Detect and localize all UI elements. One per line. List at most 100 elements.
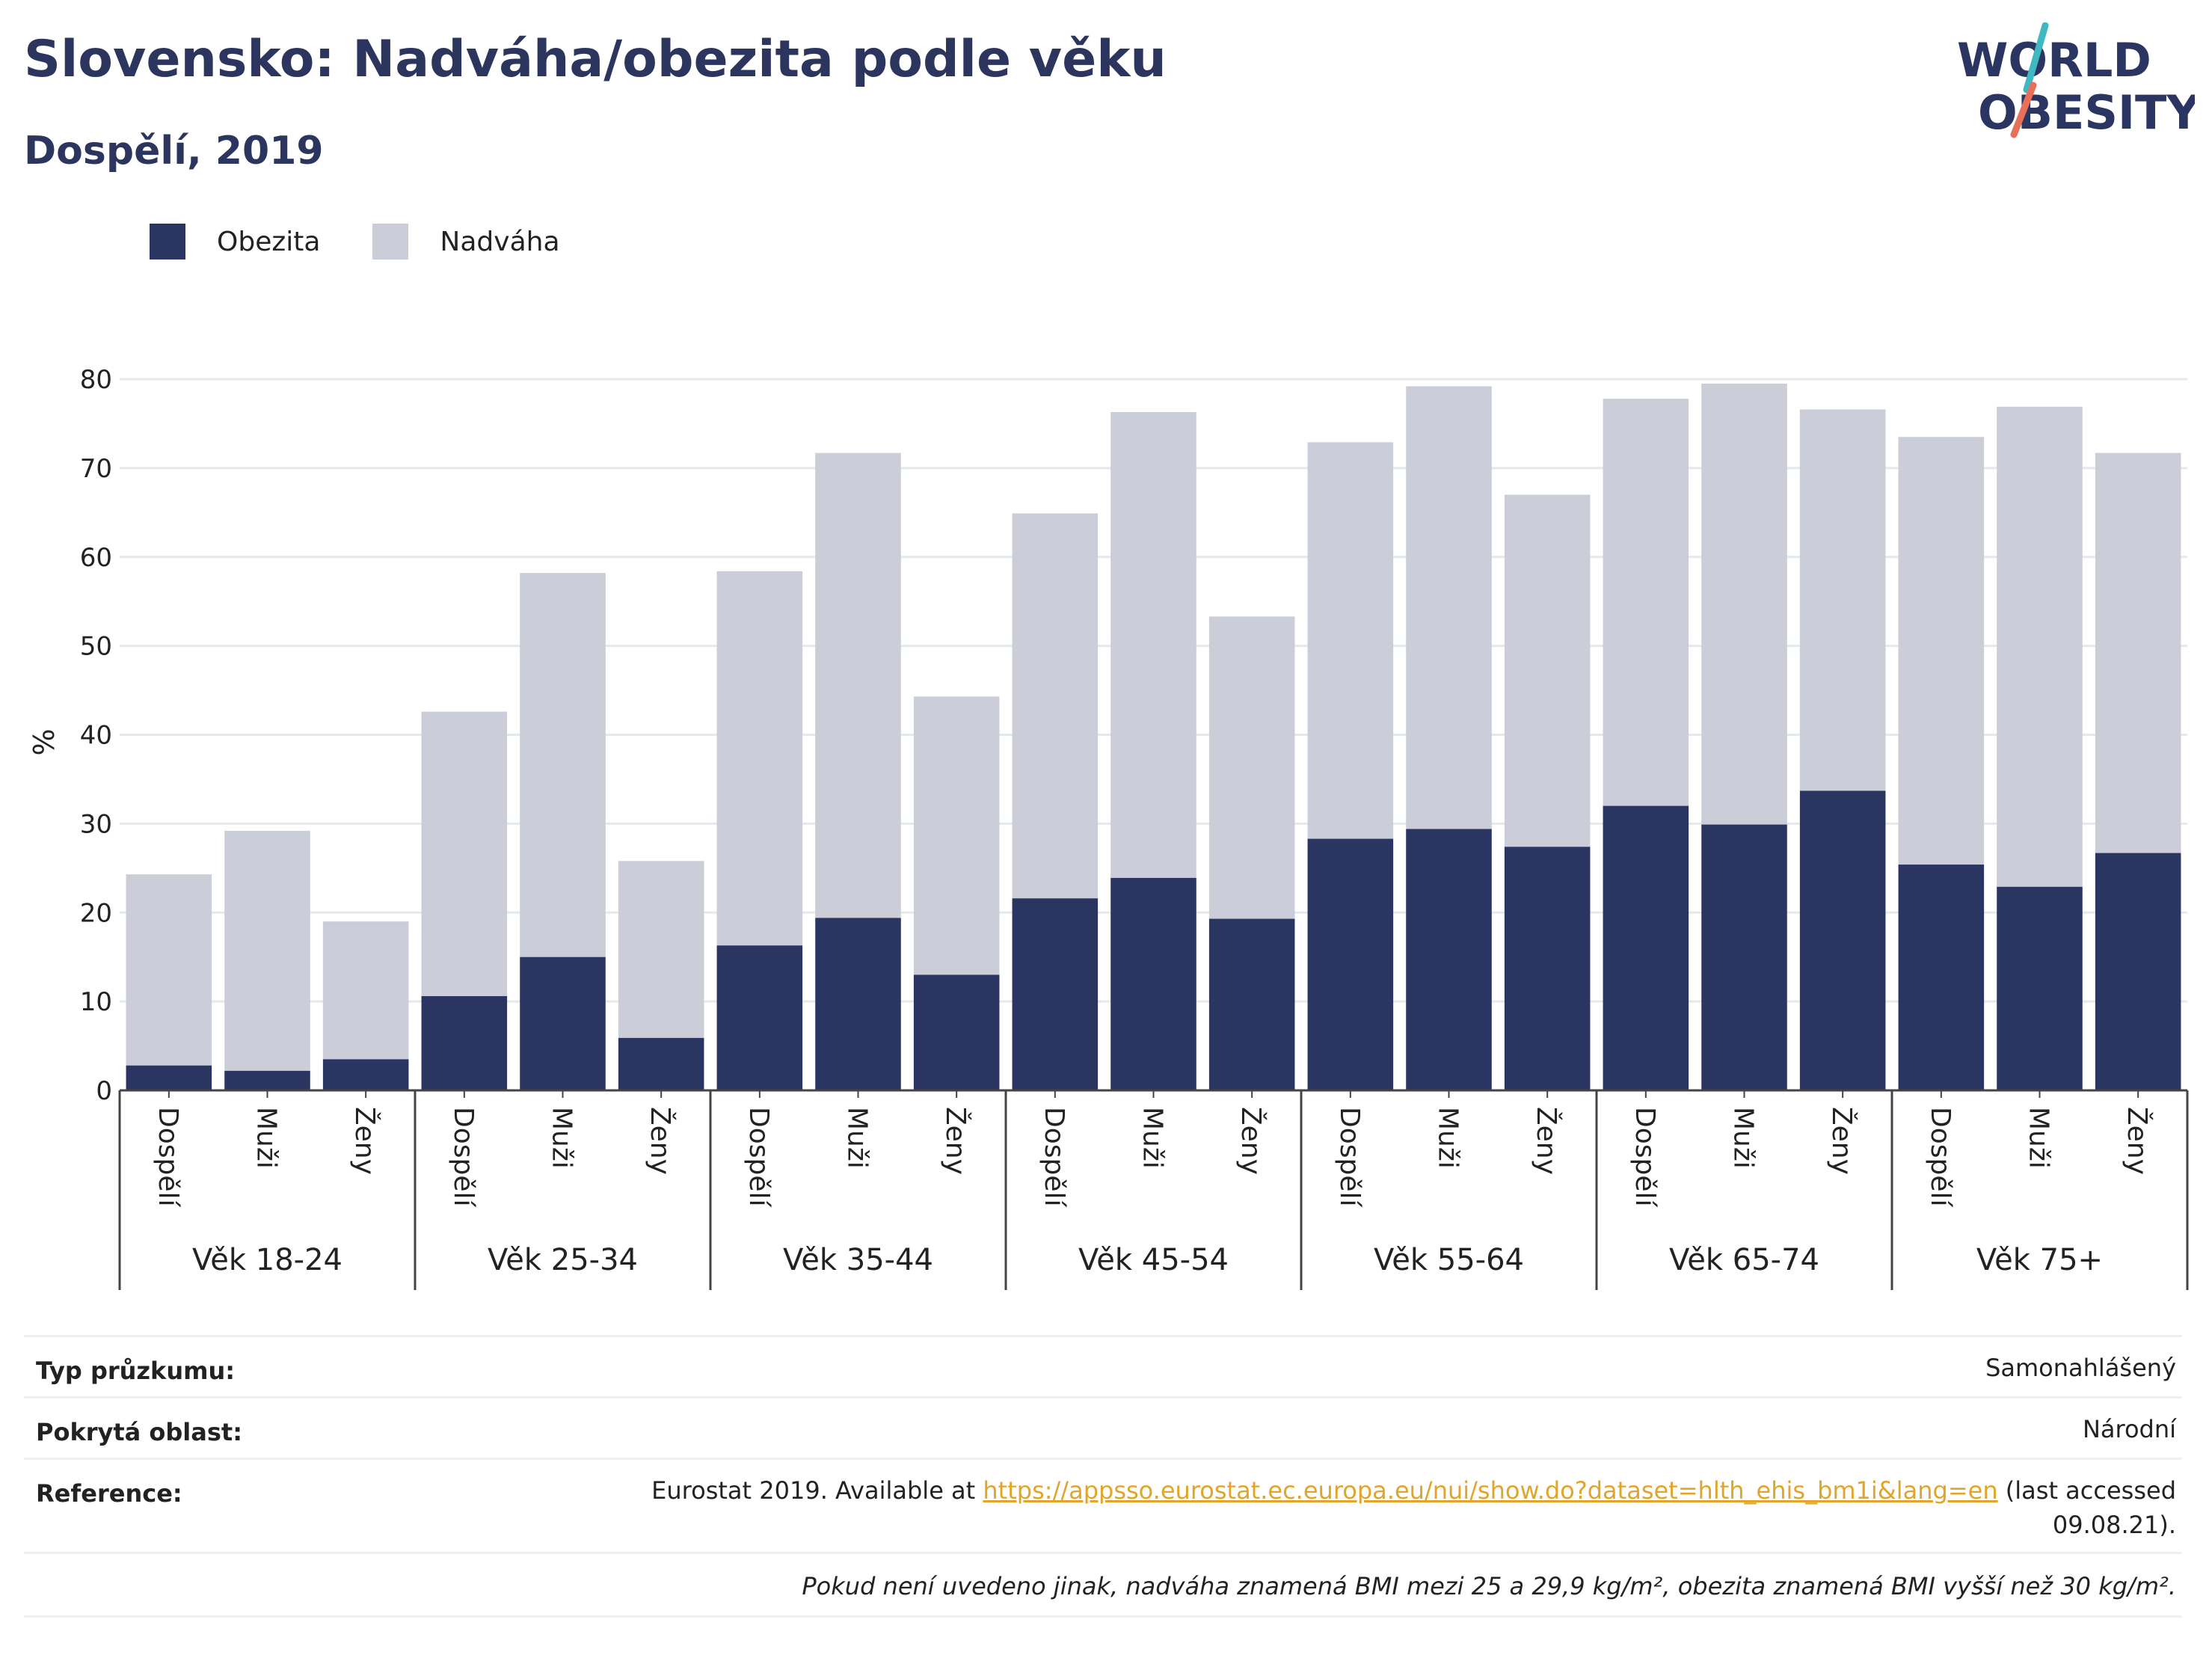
coverage-label: Pokrytá oblast: xyxy=(36,1418,242,1446)
x-subcategory-label: Ženy xyxy=(1531,1107,1562,1175)
y-tick-label: 70 xyxy=(80,454,112,484)
info-row-note: Pokud není uvedeno jinak, nadváha znamen… xyxy=(24,1552,2182,1618)
bar-obezita xyxy=(1012,898,1099,1090)
bar-nadvaha xyxy=(126,874,212,1066)
x-subcategory-label: Dospělí xyxy=(1334,1107,1365,1208)
bar-chart: 0 10 20 30 40 50 60 70 80% Dospělí Muži Ženy Dospělí… xyxy=(28,365,2189,1290)
bar-nadvaha xyxy=(618,861,704,1038)
x-subcategory-label: Muži xyxy=(1728,1107,1759,1169)
bar-nadvaha xyxy=(716,571,803,946)
x-subcategory-label: Ženy xyxy=(1826,1107,1858,1175)
bar-obezita xyxy=(815,918,901,1090)
y-tick-label: 50 xyxy=(80,632,112,662)
x-subcategory-label: Ženy xyxy=(1235,1107,1267,1175)
bar-obezita xyxy=(716,945,803,1090)
survey-type-value: Samonahlášený xyxy=(1985,1354,2176,1382)
x-subcategory-label: Dospělí xyxy=(743,1107,774,1208)
y-tick-label: 0 xyxy=(96,1076,112,1106)
bar-obezita xyxy=(913,974,1000,1090)
bar-obezita xyxy=(1208,918,1295,1090)
x-subcategory-label: Dospělí xyxy=(153,1107,183,1208)
reference-line2: 09.08.21). xyxy=(2052,1511,2176,1539)
bar-nadvaha xyxy=(1799,409,1886,791)
y-tick-label: 30 xyxy=(80,809,112,839)
x-group-label: Věk 45-54 xyxy=(1078,1243,1229,1277)
reference-suffix: (last accessed xyxy=(1997,1476,2176,1505)
info-row-survey-type: Typ průzkumu: Samonahlášený xyxy=(24,1335,2182,1398)
y-axis-label: % xyxy=(28,728,61,755)
x-subcategory-label: Muži xyxy=(2024,1107,2054,1169)
reference-value: Eurostat 2019. Available at https://apps… xyxy=(651,1473,2176,1542)
y-tick-label: 80 xyxy=(80,365,112,395)
bar-obezita xyxy=(322,1059,409,1090)
x-subcategory-label: Dospělí xyxy=(1629,1107,1660,1208)
x-group-label: Věk 25-34 xyxy=(488,1243,638,1277)
svg-text:WORLD: WORLD xyxy=(1957,33,2151,87)
x-subcategory-label: Ženy xyxy=(2122,1107,2153,1175)
survey-type-label: Typ průzkumu: xyxy=(36,1357,236,1385)
x-subcategory-label: Ženy xyxy=(645,1107,676,1175)
reference-link[interactable]: https://appsso.eurostat.ec.europa.eu/nui… xyxy=(983,1476,1998,1505)
x-group-label: Věk 55-64 xyxy=(1374,1243,1524,1277)
bar-nadvaha xyxy=(1012,513,1099,899)
bar-nadvaha xyxy=(1898,437,1985,865)
bar-nadvaha xyxy=(1307,442,1394,839)
info-row-reference: Reference: Eurostat 2019. Available at h… xyxy=(24,1458,2182,1554)
page-title: Slovensko: Nadváha/obezita podle věku xyxy=(24,30,1167,89)
x-group-label: Věk 18-24 xyxy=(192,1243,342,1277)
bar-nadvaha xyxy=(224,830,310,1071)
y-tick-label: 20 xyxy=(80,898,112,928)
x-group-label: Věk 75+ xyxy=(1976,1243,2103,1277)
info-row-coverage: Pokrytá oblast: Národní xyxy=(24,1396,2182,1460)
x-subcategory-label: Ženy xyxy=(940,1107,971,1175)
bar-obezita xyxy=(421,995,508,1090)
bar-nadvaha xyxy=(1504,494,1591,847)
bar-nadvaha xyxy=(913,696,1000,975)
svg-text:OBESITY: OBESITY xyxy=(1978,85,2195,140)
x-subcategory-label: Dospělí xyxy=(1039,1107,1069,1208)
bar-obezita xyxy=(1799,790,1886,1090)
bar-nadvaha xyxy=(520,573,606,957)
y-tick-label: 40 xyxy=(80,721,112,751)
y-tick-label: 10 xyxy=(80,987,112,1017)
page-subtitle: Dospělí, 2019 xyxy=(24,129,324,174)
x-subcategory-label: Ženy xyxy=(349,1107,381,1175)
x-subcategory-label: Muži xyxy=(547,1107,577,1169)
x-subcategory-label: Muži xyxy=(842,1107,873,1169)
legend-swatch-nadvaha xyxy=(372,224,409,260)
y-tick-label: 60 xyxy=(80,543,112,573)
x-subcategory-label: Muži xyxy=(251,1107,282,1169)
bar-obezita xyxy=(2095,853,2181,1090)
bar-nadvaha xyxy=(421,711,508,996)
x-subcategory-label: Muži xyxy=(1433,1107,1463,1169)
world-obesity-logo: WORLD OBESITY xyxy=(1957,22,2195,140)
bar-nadvaha xyxy=(1406,386,1492,829)
bar-obezita xyxy=(520,957,606,1090)
reference-label: Reference: xyxy=(36,1479,182,1508)
bar-obezita xyxy=(1701,824,1787,1090)
definition-note: Pokud není uvedeno jinak, nadváha znamen… xyxy=(802,1572,2176,1600)
bar-obezita xyxy=(224,1070,310,1090)
legend-swatch-obezita xyxy=(150,224,185,260)
bar-obezita xyxy=(126,1065,212,1090)
bar-nadvaha xyxy=(1997,406,2083,887)
legend: Obezita Nadváha xyxy=(150,221,612,262)
legend-label-nadvaha: Nadváha xyxy=(440,226,560,257)
bar-obezita xyxy=(1997,886,2083,1090)
bar-obezita xyxy=(1406,829,1492,1090)
x-subcategory-label: Dospělí xyxy=(1925,1107,1956,1208)
bar-nadvaha xyxy=(2095,452,2181,853)
x-group-label: Věk 35-44 xyxy=(783,1243,933,1277)
x-subcategory-label: Muži xyxy=(1137,1107,1168,1169)
bar-nadvaha xyxy=(1208,616,1295,919)
x-group-label: Věk 65-74 xyxy=(1669,1243,1819,1277)
bar-obezita xyxy=(1504,847,1591,1090)
bar-nadvaha xyxy=(1603,399,1689,806)
x-subcategory-label: Dospělí xyxy=(448,1107,479,1208)
bar-obezita xyxy=(618,1037,704,1090)
bar-nadvaha xyxy=(815,452,901,918)
reference-prefix: Eurostat 2019. Available at xyxy=(651,1476,983,1505)
bar-nadvaha xyxy=(322,921,409,1060)
coverage-value: Národní xyxy=(2082,1415,2176,1443)
legend-label-obezita: Obezita xyxy=(217,226,321,257)
